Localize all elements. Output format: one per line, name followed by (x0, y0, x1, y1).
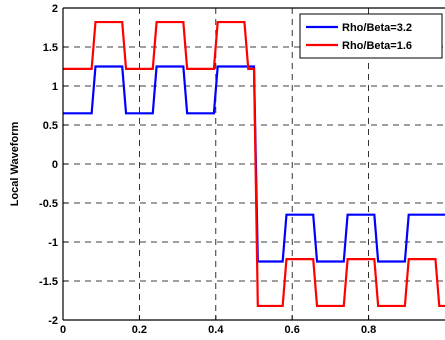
x-tick-label: 0.2 (132, 324, 147, 335)
y-tick-label: -0.5 (39, 198, 58, 210)
x-tick-label: 0 (60, 324, 66, 335)
y-axis-label: Local Waveform (9, 122, 21, 207)
legend-box (299, 13, 443, 59)
x-tick-label: 0.4 (208, 324, 224, 335)
y-tick-label: 0 (52, 159, 58, 171)
y-tick-label: 0.5 (43, 120, 58, 132)
y-tick-labels: 2 1.5 1 0.5 0 -0.5 -1 -1.5 -2 (39, 3, 58, 327)
legend-label: Rho/Beta=1.6 (342, 40, 412, 52)
x-tick-label: 0.8 (361, 324, 376, 335)
series-layer (63, 20, 445, 308)
y-tick-label: -1 (48, 237, 58, 249)
legend: Rho/Beta=3.2 Rho/Beta=1.6 (299, 13, 443, 59)
y-tick-label: 2 (52, 3, 58, 15)
y-tick-label: 1 (52, 81, 58, 93)
y-tick-label: -2 (48, 315, 58, 327)
y-tick-label: 1.5 (43, 42, 58, 54)
series-line-2 (63, 20, 445, 308)
legend-label: Rho/Beta=3.2 (342, 22, 412, 34)
y-tick-label: -1.5 (39, 276, 58, 288)
x-tick-labels: 0 0.2 0.4 0.6 0.8 (60, 324, 376, 336)
x-tick-label: 0.6 (285, 324, 300, 335)
axes (62, 7, 445, 321)
